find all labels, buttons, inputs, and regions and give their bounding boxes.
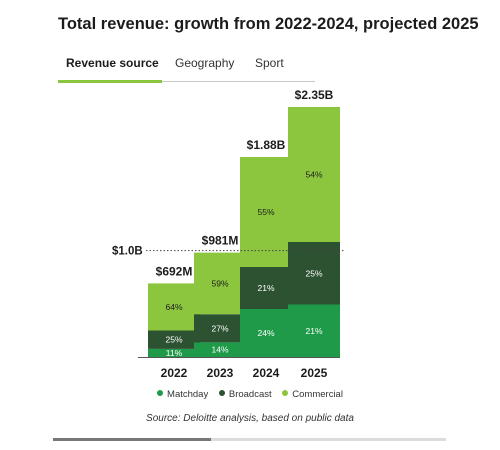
reference-line-label: $1.0B bbox=[112, 246, 143, 258]
legend-label-broadcast: Broadcast bbox=[228, 389, 272, 400]
total-label-2025: $2.35B bbox=[295, 88, 334, 102]
segment-label-matchday-2024: 24% bbox=[257, 328, 274, 338]
tab-revenue-source[interactable]: Revenue source bbox=[66, 56, 159, 70]
segment-label-broadcast-2022: 25% bbox=[165, 335, 182, 345]
total-label-2024: $1.88B bbox=[247, 138, 286, 152]
bar-segment-matchday-2025 bbox=[288, 304, 340, 357]
segment-label-matchday-2022: 11% bbox=[166, 348, 183, 358]
legend-swatch-broadcast bbox=[218, 390, 225, 397]
x-tick-label-2025: 2025 bbox=[301, 366, 328, 380]
x-tick-label-2022: 2022 bbox=[161, 366, 188, 380]
tab-geography[interactable]: Geography bbox=[175, 56, 235, 70]
bar-segment-broadcast-2025 bbox=[288, 242, 340, 305]
bar-segment-commercial-2024 bbox=[240, 157, 292, 267]
bar-segment-broadcast-2022 bbox=[148, 330, 200, 349]
segment-label-broadcast-2023: 27% bbox=[211, 323, 228, 333]
legend-item-broadcast: Broadcast bbox=[218, 389, 272, 400]
horizontal-scrollbar[interactable] bbox=[53, 438, 446, 441]
bar-segment-broadcast-2024 bbox=[240, 267, 292, 309]
bar-segment-broadcast-2023 bbox=[194, 314, 246, 343]
total-label-2022: $692M bbox=[156, 264, 193, 278]
tab-sport[interactable]: Sport bbox=[255, 56, 284, 70]
legend-swatch-matchday bbox=[157, 390, 164, 397]
legend-label-matchday: Matchday bbox=[167, 389, 209, 400]
segment-label-matchday-2023: 14% bbox=[211, 345, 228, 355]
segment-label-commercial-2024: 55% bbox=[257, 207, 274, 217]
bar-segment-matchday-2023 bbox=[194, 342, 246, 357]
chart-legend: Matchday Broadcast Commercial bbox=[0, 389, 500, 400]
bar-segment-matchday-2024 bbox=[240, 309, 292, 357]
scrollbar-thumb[interactable] bbox=[53, 438, 211, 441]
x-tick-label-2024: 2024 bbox=[253, 366, 280, 380]
legend-label-commercial: Commercial bbox=[292, 389, 343, 400]
segment-label-broadcast-2024: 21% bbox=[257, 283, 274, 293]
total-label-2023: $981M bbox=[202, 234, 239, 248]
active-tab-indicator bbox=[58, 80, 162, 83]
segment-label-commercial-2023: 59% bbox=[211, 278, 228, 288]
legend-swatch-commercial bbox=[282, 390, 289, 397]
bar-segment-matchday-2022 bbox=[148, 348, 200, 357]
segment-label-matchday-2025: 21% bbox=[305, 326, 322, 336]
legend-item-commercial: Commercial bbox=[282, 389, 343, 400]
bar-segment-commercial-2023 bbox=[194, 252, 246, 315]
chart-title: Total revenue: growth from 2022-2024, pr… bbox=[58, 15, 479, 33]
tab-bar: Revenue source Geography Sport bbox=[58, 54, 315, 83]
segment-label-commercial-2025: 54% bbox=[305, 170, 322, 180]
bar-segment-commercial-2022 bbox=[148, 283, 200, 331]
legend-item-matchday: Matchday bbox=[157, 389, 208, 400]
segment-label-commercial-2022: 64% bbox=[165, 302, 182, 312]
source-note: Source: Deloitte analysis, based on publ… bbox=[146, 413, 354, 424]
segment-label-broadcast-2025: 25% bbox=[305, 268, 322, 278]
x-tick-label-2023: 2023 bbox=[207, 366, 234, 380]
bar-segment-commercial-2025 bbox=[288, 107, 340, 242]
